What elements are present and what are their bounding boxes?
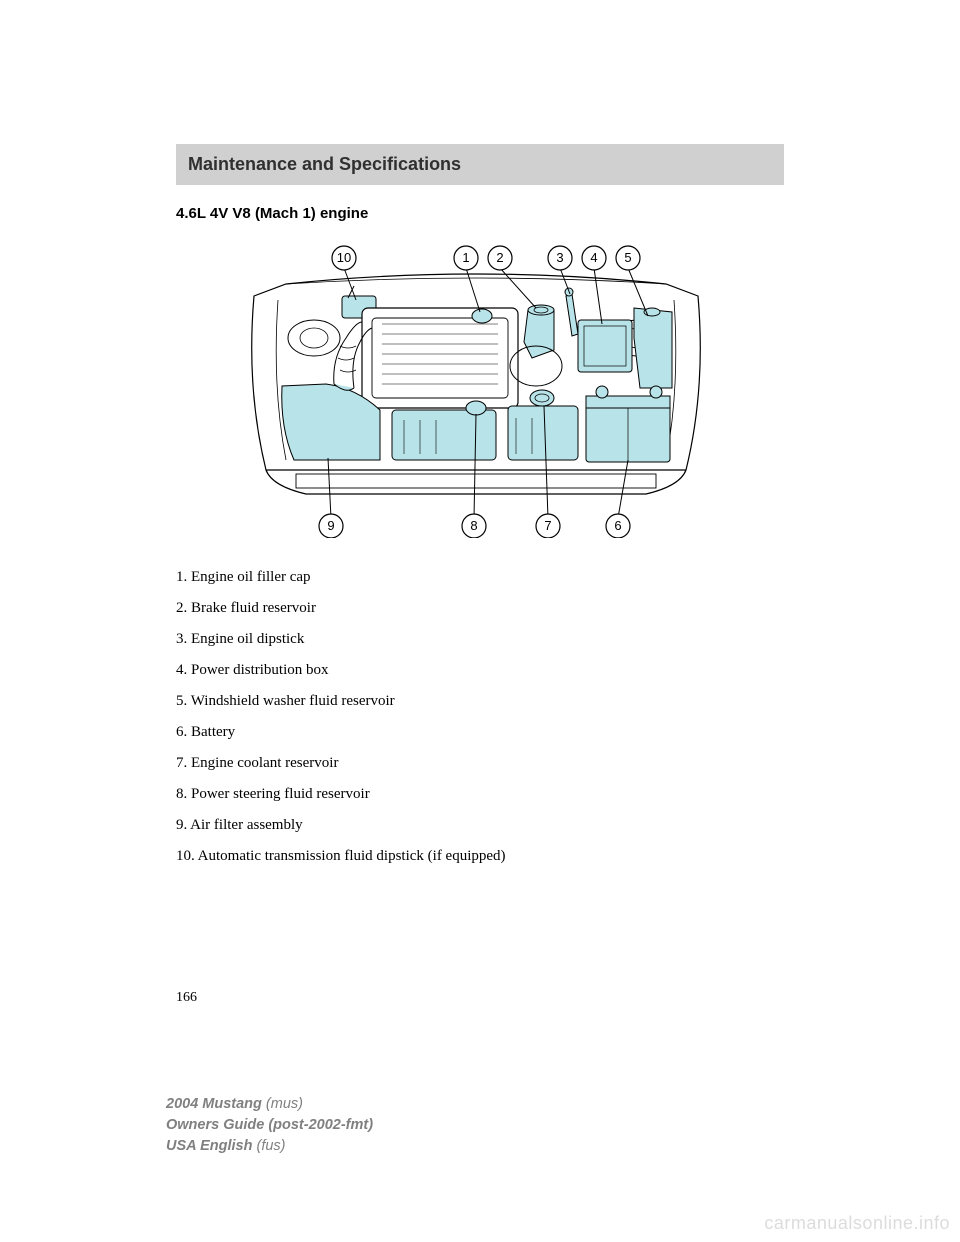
- footer-line-1: 2004 Mustang (mus): [166, 1094, 373, 1115]
- footer-model-code: (mus): [262, 1096, 303, 1112]
- legend-item: 10. Automatic transmission fluid dipstic…: [176, 846, 784, 867]
- section-header: Maintenance and Specifications: [176, 144, 784, 185]
- page-content: Maintenance and Specifications 4.6L 4V V…: [176, 144, 784, 877]
- legend-item: 9. Air filter assembly: [176, 815, 784, 836]
- legend-item: 3. Engine oil dipstick: [176, 629, 784, 650]
- legend-item: 1. Engine oil filler cap: [176, 567, 784, 588]
- svg-text:5: 5: [624, 250, 631, 265]
- footer-lang: USA English: [166, 1138, 252, 1154]
- svg-text:2: 2: [496, 250, 503, 265]
- watermark: carmanualsonline.info: [764, 1213, 950, 1234]
- legend-item: 4. Power distribution box: [176, 660, 784, 681]
- legend-item: 8. Power steering fluid reservoir: [176, 784, 784, 805]
- svg-text:10: 10: [337, 250, 351, 265]
- legend-item: 5. Windshield washer fluid reservoir: [176, 691, 784, 712]
- footer-lang-code: (fus): [252, 1138, 285, 1154]
- svg-text:9: 9: [327, 518, 334, 533]
- page-number: 166: [176, 990, 197, 1006]
- svg-text:7: 7: [544, 518, 551, 533]
- footer-line-2: Owners Guide (post-2002-fmt): [166, 1115, 373, 1136]
- legend-item: 7. Engine coolant reservoir: [176, 753, 784, 774]
- legend-item: 2. Brake fluid reservoir: [176, 598, 784, 619]
- engine-diagram: 10 1 2 3 4 5 9 8 7 6: [236, 238, 716, 543]
- svg-text:3: 3: [556, 250, 563, 265]
- footer-model: 2004 Mustang: [166, 1096, 262, 1112]
- footer: 2004 Mustang (mus) Owners Guide (post-20…: [166, 1094, 373, 1157]
- legend-list: 1. Engine oil filler cap 2. Brake fluid r…: [176, 567, 784, 867]
- svg-text:8: 8: [470, 518, 477, 533]
- footer-line-3: USA English (fus): [166, 1136, 373, 1157]
- svg-text:1: 1: [462, 250, 469, 265]
- svg-text:6: 6: [614, 518, 621, 533]
- engine-subtitle: 4.6L 4V V8 (Mach 1) engine: [176, 205, 784, 222]
- svg-text:4: 4: [590, 250, 597, 265]
- legend-item: 6. Battery: [176, 722, 784, 743]
- engine-diagram-svg: 10 1 2 3 4 5 9 8 7 6: [236, 238, 716, 538]
